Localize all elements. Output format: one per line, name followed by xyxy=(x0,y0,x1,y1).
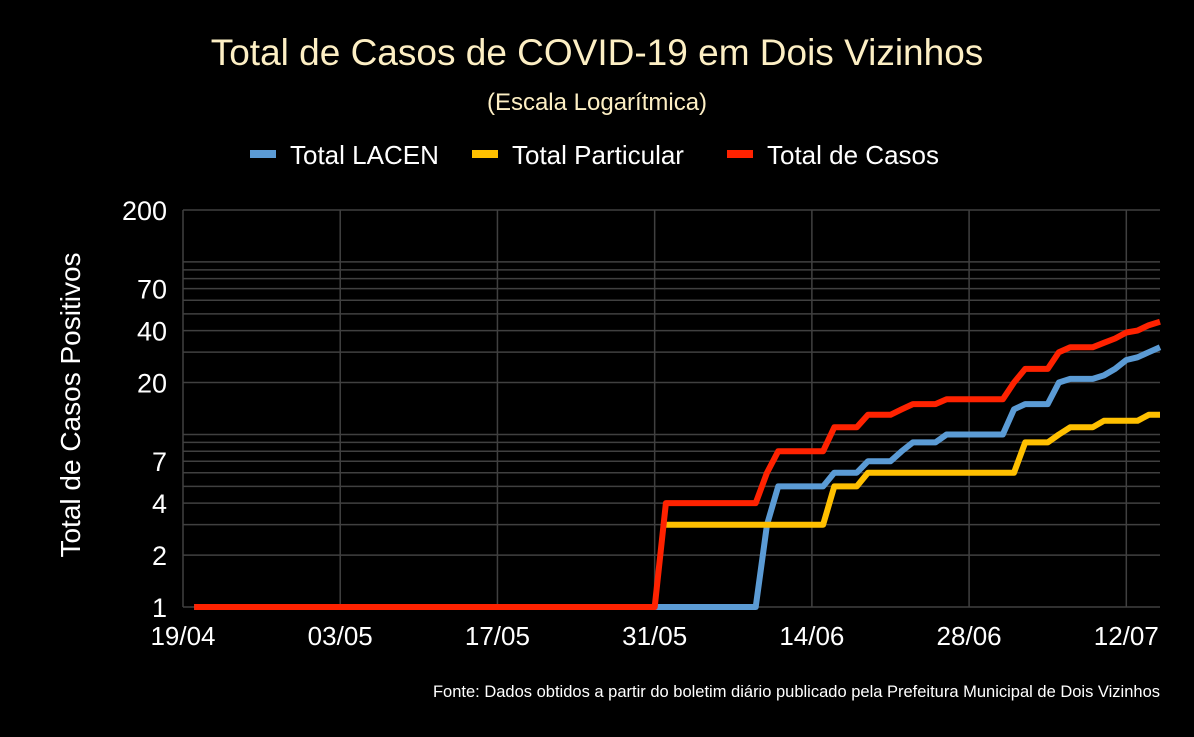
legend-swatch-total-particular xyxy=(472,150,498,158)
x-axis-ticks: 19/04 03/05 17/05 31/05 14/06 28/06 12/07 xyxy=(150,621,1158,651)
legend-label: Total LACEN xyxy=(290,140,439,170)
legend: Total LACEN Total Particular Total de Caso… xyxy=(250,140,939,170)
y-tick-label: 40 xyxy=(137,317,167,347)
x-tick-label: 31/05 xyxy=(622,621,687,651)
legend-swatch-total-lacen xyxy=(250,150,276,158)
x-tick-label: 12/07 xyxy=(1094,621,1159,651)
y-tick-label: 200 xyxy=(122,196,167,226)
x-tick-label: 19/04 xyxy=(150,621,215,651)
y-tick-label: 20 xyxy=(137,369,167,399)
x-tick-label: 17/05 xyxy=(465,621,530,651)
x-tick-label: 03/05 xyxy=(308,621,373,651)
grid xyxy=(182,209,1160,608)
series-total-particular-line xyxy=(665,411,1160,528)
y-axis-label: Total de Casos Positivos xyxy=(55,252,86,557)
y-axis-ticks: 1 2 4 7 20 40 70 200 xyxy=(122,196,167,623)
y-tick-label: 2 xyxy=(152,541,167,571)
x-tick-label: 28/06 xyxy=(937,621,1002,651)
source-note: Fonte: Dados obtidos a partir do boletim… xyxy=(433,683,1160,701)
y-tick-label: 70 xyxy=(137,275,167,305)
y-tick-label: 1 xyxy=(152,593,167,623)
legend-label: Total Particular xyxy=(512,140,684,170)
chart-title: Total de Casos de COVID-19 em Dois Vizin… xyxy=(211,32,984,73)
x-tick-label: 14/06 xyxy=(779,621,844,651)
y-tick-label: 4 xyxy=(152,489,167,519)
series-total-de-casos-line xyxy=(194,318,1161,610)
legend-swatch-total-de-casos xyxy=(727,150,753,158)
y-tick-label: 7 xyxy=(152,447,167,477)
legend-label: Total de Casos xyxy=(767,140,939,170)
chart-subtitle: (Escala Logarítmica) xyxy=(487,89,707,116)
series-lines xyxy=(194,318,1162,610)
